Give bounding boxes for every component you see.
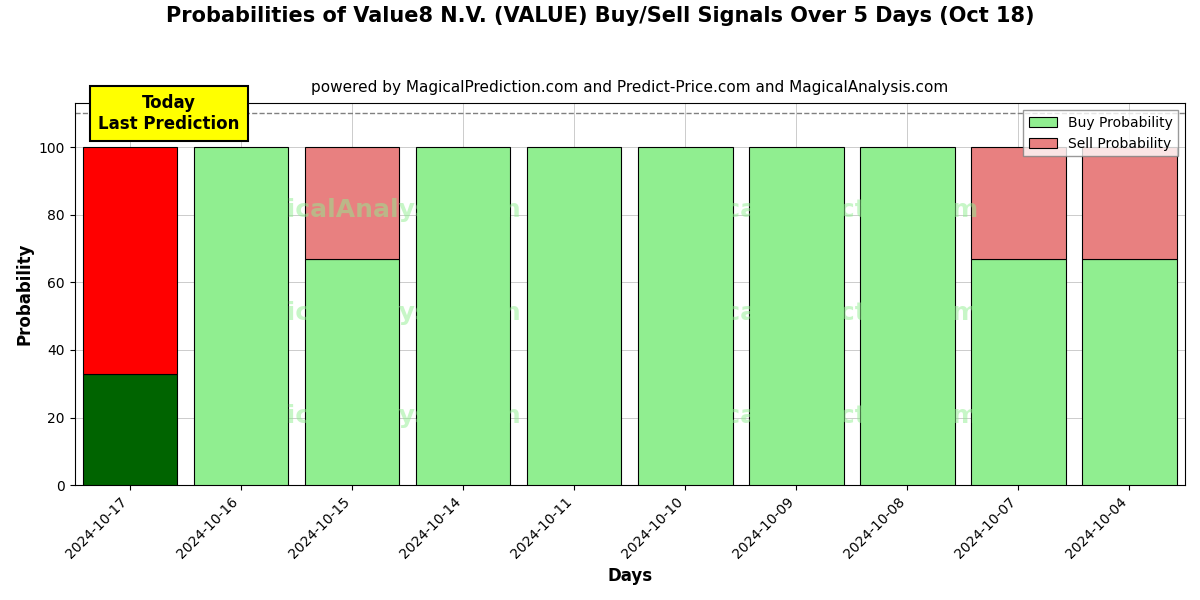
X-axis label: Days: Days — [607, 567, 653, 585]
Text: MagicalAnalysis.com: MagicalAnalysis.com — [228, 404, 521, 428]
Text: Probabilities of Value8 N.V. (VALUE) Buy/Sell Signals Over 5 Days (Oct 18): Probabilities of Value8 N.V. (VALUE) Buy… — [166, 6, 1034, 26]
Bar — [83, 374, 178, 485]
Bar — [83, 147, 178, 374]
Bar — [1082, 147, 1177, 259]
Bar — [1082, 259, 1177, 485]
Bar — [305, 147, 400, 259]
Bar — [194, 147, 288, 485]
Bar — [749, 147, 844, 485]
Text: MagicalPrediction.com: MagicalPrediction.com — [658, 198, 979, 222]
Bar — [971, 259, 1066, 485]
Bar — [416, 147, 510, 485]
Bar — [527, 147, 622, 485]
Bar — [971, 147, 1066, 259]
Legend: Buy Probability, Sell Probability: Buy Probability, Sell Probability — [1024, 110, 1178, 156]
Bar — [860, 147, 955, 485]
Text: MagicalAnalysis.com: MagicalAnalysis.com — [228, 198, 521, 222]
Bar — [638, 147, 732, 485]
Title: powered by MagicalPrediction.com and Predict-Price.com and MagicalAnalysis.com: powered by MagicalPrediction.com and Pre… — [311, 80, 948, 95]
Text: MagicalPrediction.com: MagicalPrediction.com — [658, 404, 979, 428]
Y-axis label: Probability: Probability — [16, 243, 34, 346]
Text: MagicalPrediction.com: MagicalPrediction.com — [658, 301, 979, 325]
Text: MagicalAnalysis.com: MagicalAnalysis.com — [228, 301, 521, 325]
Bar — [305, 259, 400, 485]
Text: Today
Last Prediction: Today Last Prediction — [98, 94, 240, 133]
